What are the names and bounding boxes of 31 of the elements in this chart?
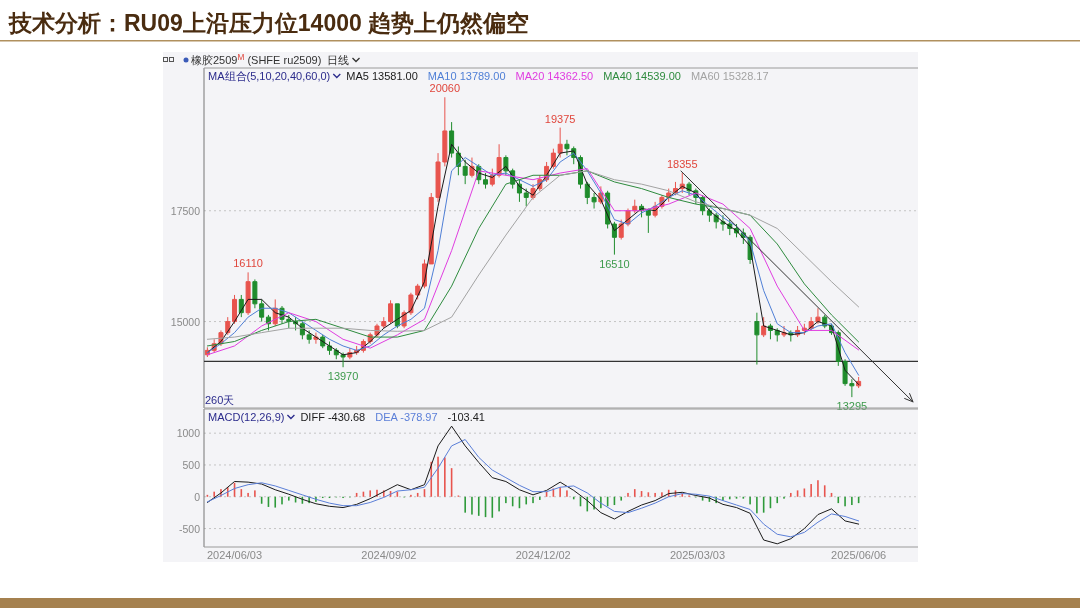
chart-subtitle: 橡胶2509$^{M}$ (SHFE ru2509) 日线	[191, 52, 350, 66]
annotation: -103.41	[447, 411, 485, 423]
legend-title: MACD(12,26,9)	[208, 411, 285, 423]
y-tick-label: 17500	[170, 204, 201, 217]
text: MA40 14539.00	[603, 70, 681, 82]
annotation: 20060	[429, 82, 461, 95]
annotation: 16510	[599, 257, 630, 270]
chart-title: 技术分析：RU09上沿压力位14000 趋势上仍然偏空	[8, 10, 530, 36]
text: MA10 13789.00	[427, 70, 506, 82]
annotation: 13970	[327, 370, 359, 383]
y-tick-label: 500	[182, 458, 201, 471]
annotation: 13295	[836, 400, 868, 413]
text: MA5 13581.00	[346, 70, 418, 82]
y-tick-label: 0	[194, 490, 201, 503]
annotation: 18355	[666, 157, 698, 170]
y-tick-label: -500	[178, 522, 201, 535]
legend-title: MA组合(5,10,20,40,60,0)	[208, 70, 331, 82]
y-tick-label: 1000	[176, 427, 201, 440]
x-tick-label: 2025/06/06	[831, 549, 887, 561]
text: DIFF -430.68	[300, 411, 366, 423]
text: MA60 15328.17	[690, 70, 769, 82]
text: MA20 14362.50	[515, 70, 594, 82]
x-tick-label: 2024/09/02	[361, 549, 417, 561]
x-tick-label: 2024/12/02	[515, 549, 571, 561]
text: DEA -378.97	[375, 411, 438, 423]
annotation: 16110	[233, 257, 263, 270]
x-tick-label: 2024/06/03	[207, 549, 263, 561]
x-axis-title: 260天	[205, 394, 235, 406]
y-tick-label: 15000	[170, 315, 201, 328]
x-tick-label: 2025/03/03	[669, 549, 726, 561]
annotation: 19375	[544, 112, 576, 125]
